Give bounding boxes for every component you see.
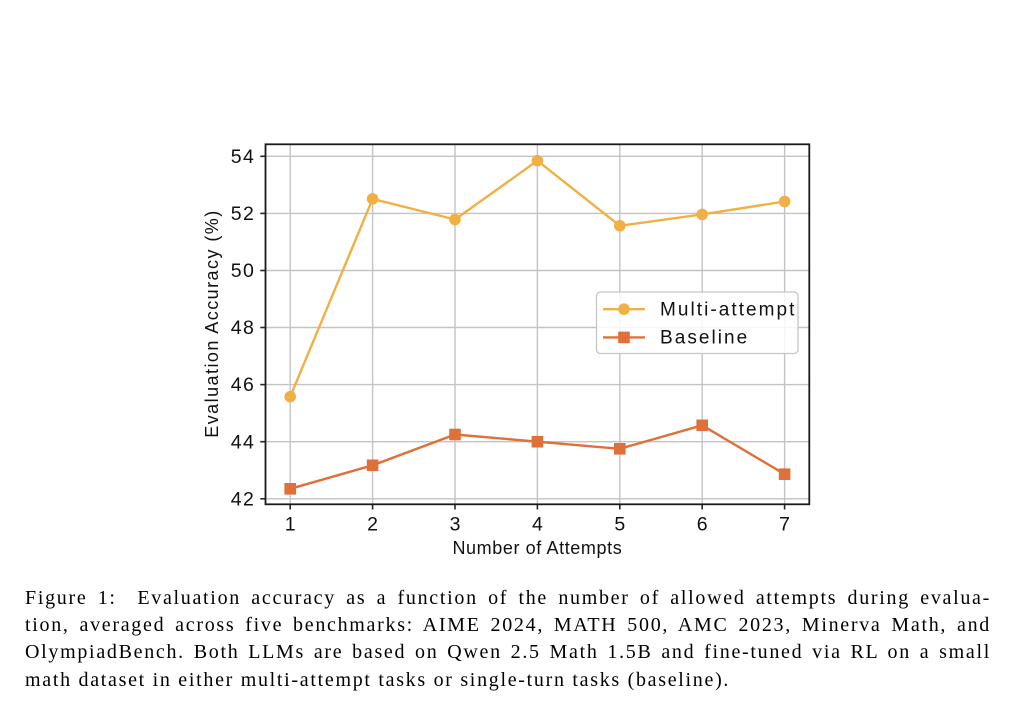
svg-text:5: 5: [614, 514, 625, 536]
svg-text:46: 46: [231, 374, 256, 396]
svg-text:6: 6: [697, 514, 708, 536]
svg-text:Number of Attempts: Number of Attempts: [452, 538, 622, 558]
svg-text:3: 3: [450, 514, 461, 536]
svg-text:54: 54: [231, 146, 256, 168]
svg-text:7: 7: [779, 514, 790, 536]
svg-text:50: 50: [231, 260, 256, 282]
svg-text:Baseline: Baseline: [660, 328, 749, 349]
svg-text:44: 44: [231, 431, 256, 453]
svg-text:4: 4: [532, 514, 543, 536]
svg-text:Evaluation Accuracy (%): Evaluation Accuracy (%): [202, 209, 222, 437]
svg-text:52: 52: [231, 203, 256, 225]
svg-text:2: 2: [367, 514, 378, 536]
svg-text:1: 1: [285, 514, 296, 536]
svg-text:Multi-attempt: Multi-attempt: [660, 300, 796, 321]
svg-text:48: 48: [231, 317, 256, 339]
svg-text:42: 42: [231, 488, 256, 510]
